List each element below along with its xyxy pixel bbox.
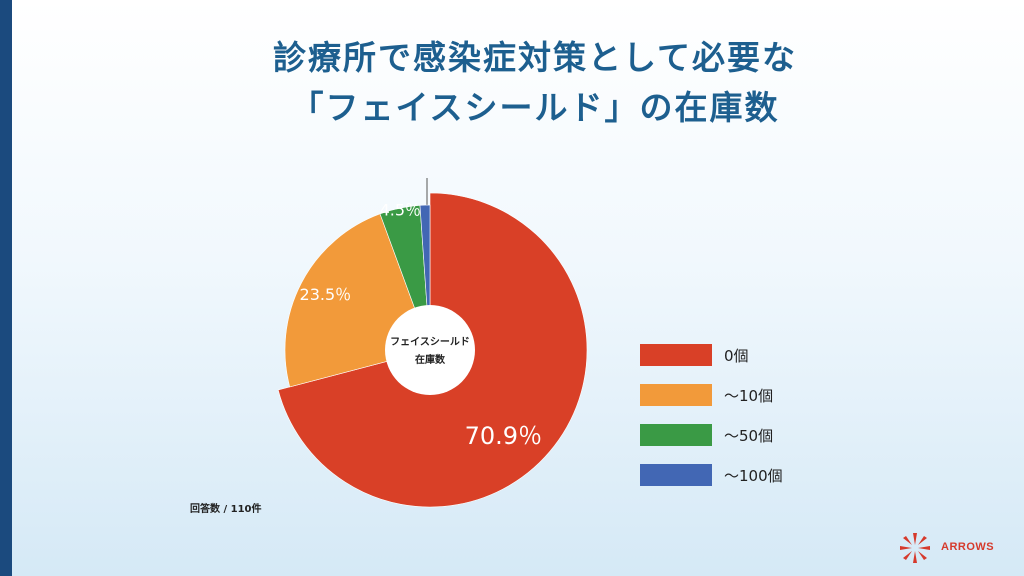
logo-text: ARROWS bbox=[941, 541, 995, 553]
arrows-logo-icon bbox=[900, 533, 930, 563]
legend-swatch-3 bbox=[640, 464, 712, 486]
legend-swatch-2 bbox=[640, 424, 712, 446]
left-accent-bar bbox=[0, 0, 12, 576]
legend-label-0: 0個 bbox=[724, 347, 749, 365]
legend-label-1: ～10個 bbox=[724, 387, 774, 405]
center-label-0: フェイスシールド bbox=[390, 336, 470, 348]
slice-label-0: 70.9％ bbox=[465, 422, 542, 450]
slice-label-2: 4.5％ bbox=[380, 201, 421, 220]
legend-item-3: ～100個 bbox=[640, 464, 860, 494]
legend-item-0: 0個 bbox=[640, 344, 860, 374]
response-count-note: 回答数 / 110件 bbox=[190, 504, 262, 515]
center-label-1: 在庫数 bbox=[415, 353, 446, 366]
page-title-line1: 診療所で感染症対策として必要な bbox=[272, 38, 797, 77]
arrows-logo: ARROWS bbox=[897, 532, 1017, 564]
legend-item-1: ～10個 bbox=[640, 384, 860, 414]
legend-swatch-0 bbox=[640, 344, 712, 366]
pie-center-hole bbox=[385, 305, 475, 395]
legend-label-3: ～100個 bbox=[724, 467, 783, 485]
legend-swatch-1 bbox=[640, 384, 712, 406]
page-title-line2: 「フェイスシールド」の在庫数 bbox=[290, 88, 780, 127]
legend-label-2: ～50個 bbox=[724, 427, 774, 445]
legend-item-2: ～50個 bbox=[640, 424, 860, 454]
slice-label-1: 23.5％ bbox=[300, 285, 352, 304]
